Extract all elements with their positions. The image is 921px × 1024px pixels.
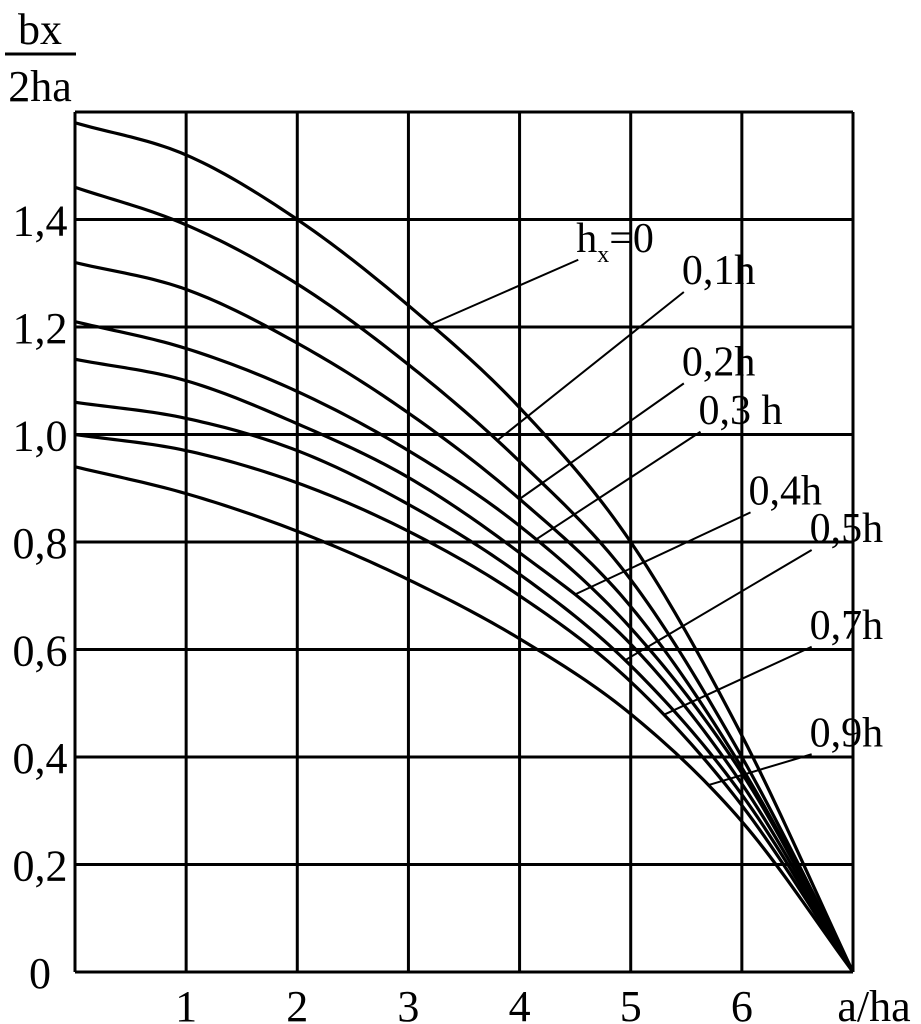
leader-line	[708, 753, 812, 787]
curve-label: 0,4h	[749, 468, 823, 514]
y-tick-label: 0,8	[13, 519, 68, 568]
leader-line	[624, 549, 813, 662]
series-line	[74, 432, 855, 973]
x-axis-label: a/ha	[837, 982, 910, 1024]
leader-line	[574, 511, 751, 596]
curve-label: 0,1h	[682, 248, 756, 294]
series-line	[74, 185, 855, 973]
curve-label: 0,5h	[810, 506, 884, 552]
curves	[74, 121, 855, 973]
leader-lines	[430, 258, 813, 787]
leader-line	[430, 258, 579, 326]
curve-label: hx=0	[576, 216, 654, 268]
x-tick-label: 6	[731, 982, 753, 1024]
series-line	[74, 320, 855, 973]
leader-line	[518, 382, 685, 500]
axis-labels: 0 0,2 0,4 0,6 0,8 1,0 1,2 1,4 1 2 3 4 5 6 a/ha bx 2ha	[5, 5, 911, 1024]
y-tick-label: 1,4	[13, 197, 68, 246]
y-tick-label: 1,2	[13, 304, 68, 353]
y-tick-label: 0,4	[13, 734, 68, 783]
x-tick-label: 3	[397, 982, 419, 1024]
x-tick-label: 1	[175, 982, 197, 1024]
y-tick-label: 1,0	[13, 412, 68, 461]
y-axis-label-denominator: 2ha	[8, 62, 72, 111]
curve-label: 0,2h	[682, 339, 756, 385]
curve-label: 0,3 h	[699, 388, 783, 434]
curve-labels: hx=0 0,1h 0,2h0,3 h 0,4h0,5h 0,7h 0,9h	[576, 216, 883, 757]
y-tick-label: 0,2	[13, 842, 68, 891]
y-axis-label-numerator: bx	[18, 5, 62, 54]
series-line	[74, 121, 855, 973]
series-line	[74, 400, 855, 973]
leader-line	[535, 430, 702, 541]
leader-line	[496, 291, 685, 442]
y-tick-label: 0	[29, 949, 51, 998]
series-line	[74, 465, 855, 973]
curve-label: 0,9h	[810, 710, 884, 756]
x-tick-label: 4	[509, 982, 531, 1024]
leader-line	[663, 645, 813, 716]
grid	[73, 110, 855, 974]
y-tick-label: 0,6	[13, 627, 68, 676]
x-tick-label: 5	[620, 982, 642, 1024]
series-line	[74, 357, 855, 973]
series-line	[74, 260, 855, 973]
curve-label: 0,7h	[810, 603, 884, 649]
x-tick-label: 2	[286, 982, 308, 1024]
